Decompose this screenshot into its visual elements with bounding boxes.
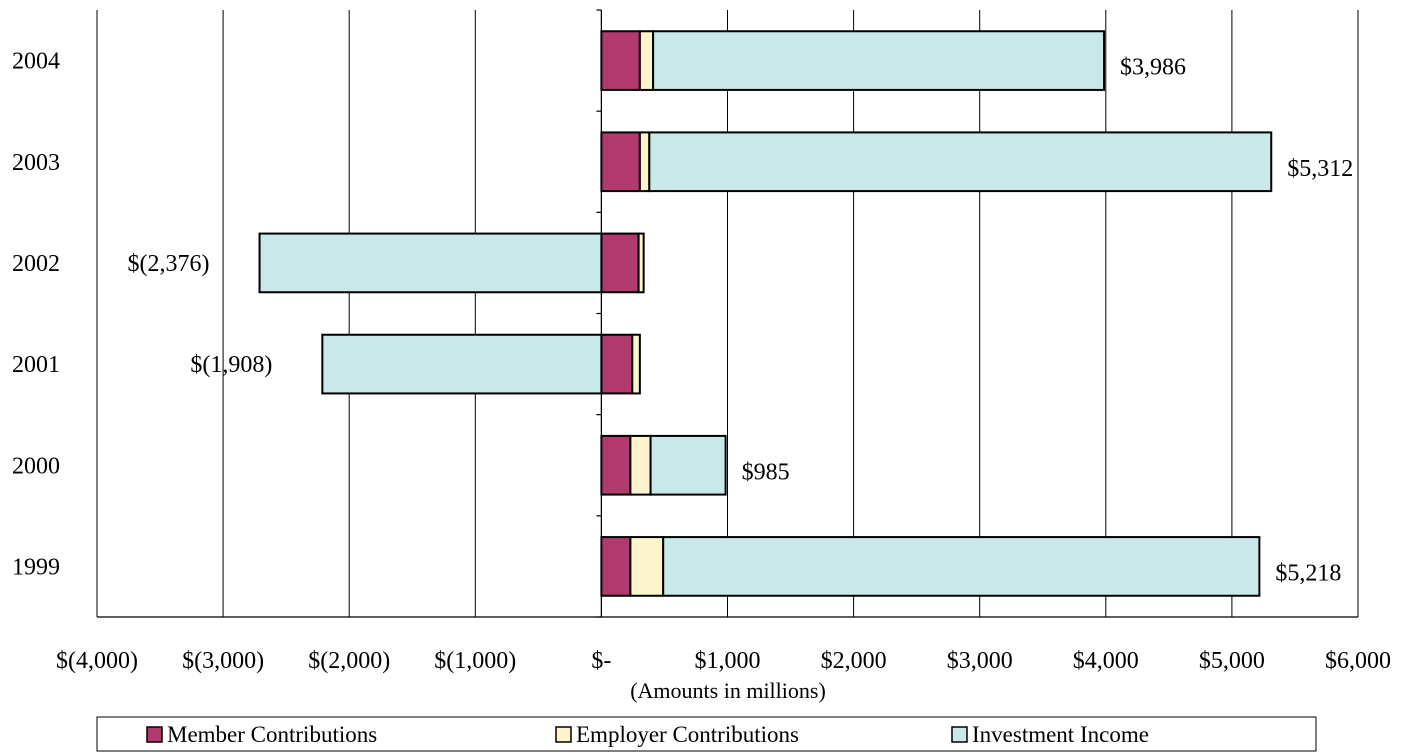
total-label: $3,986 [1120,55,1186,81]
x-tick-label: $5,000 [1199,648,1265,674]
bar-segment [652,30,1106,91]
x-axis-title: (Amounts in millions) [630,678,826,703]
bar-segment [600,333,634,395]
bar-segment [600,30,641,91]
y-tick-label: 2000 [12,453,60,479]
legend-box [96,716,1317,752]
bar-segment [321,333,603,395]
x-tick-label: $- [591,648,611,674]
labels: $(4,000) $(3,000) $(2,000) $(1,000) $- $1,000… [12,49,1391,674]
total-label: $(2,376) [128,251,210,277]
bar-segment [662,536,1261,597]
bar-segment [600,536,632,597]
legend-swatch [555,726,572,743]
x-tick-label: $6,000 [1325,648,1391,674]
y-tick-label: 2004 [12,49,60,75]
y-tick-label: 1999 [12,554,60,580]
legend-label: Member Contributions [167,722,377,747]
x-tick-label: $(4,000) [56,648,138,674]
bar-segment [600,232,640,294]
x-tick-label: $(3,000) [182,648,264,674]
legend-swatch [951,726,968,743]
total-label: $(1,908) [190,352,272,378]
x-tick-label: $(2,000) [308,648,390,674]
legend-label: Employer Contributions [576,722,799,747]
bar-segment [600,131,641,193]
legend: Member Contributions Employer Contributio… [96,716,1317,752]
legend-swatch [146,726,163,743]
x-tick-label: $1,000 [695,648,761,674]
bar-segment [629,536,665,597]
bar-segment [648,131,1273,193]
y-tick-label: 2002 [12,251,60,277]
total-label: $5,218 [1275,560,1341,586]
bars [258,30,1273,597]
axes [97,9,1358,618]
total-label: $5,312 [1287,156,1353,182]
x-tick-label: $2,000 [821,648,887,674]
bar-segment [637,232,645,294]
bar-segment [631,333,641,395]
legend-label: Investment Income [972,722,1149,747]
gridlines [96,10,1359,617]
total-label: $985 [742,459,790,485]
x-tick-label: $(1,000) [434,648,516,674]
x-tick-label: $3,000 [947,648,1013,674]
bar-segment [629,434,652,496]
y-tick-label: 2001 [12,352,60,378]
bar-segment [638,30,655,91]
bar-segment [638,131,651,193]
bar-segment [600,434,632,496]
bar-segment [258,232,603,294]
x-tick-label: $4,000 [1073,648,1139,674]
y-tick-label: 2003 [12,150,60,176]
bar-segment [649,434,727,496]
